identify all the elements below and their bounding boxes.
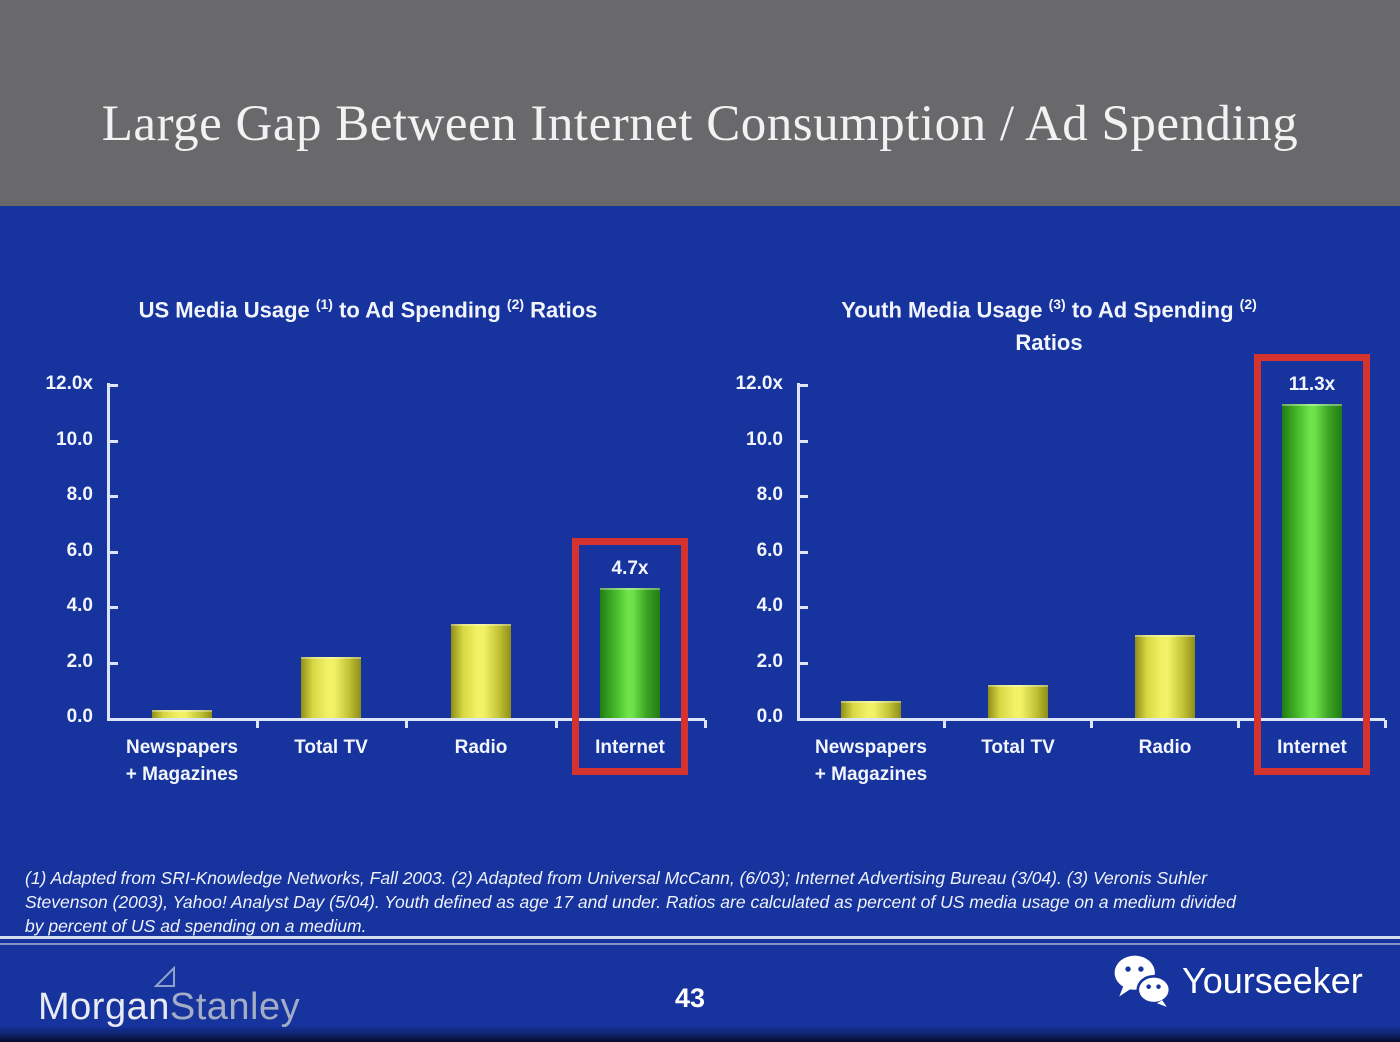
- y-axis-tick: [110, 495, 118, 498]
- y-axis-label: 10.0: [56, 429, 93, 450]
- category-label: Internet: [595, 737, 665, 758]
- morgan-stanley-logo: MorganStanley: [38, 966, 301, 1029]
- y-axis-tick: [110, 606, 118, 609]
- x-axis-line: [797, 718, 1385, 721]
- category-label: Radio: [454, 737, 508, 758]
- morgan-stanley-wedge-icon: [154, 966, 175, 987]
- x-axis-tick: [704, 720, 707, 728]
- y-axis-tick: [110, 662, 118, 665]
- header-band: Large Gap Between Internet Consumption /…: [0, 0, 1400, 206]
- footnote-line: by percent of US ad spending on a medium…: [25, 916, 367, 936]
- x-axis-tick: [1090, 720, 1093, 728]
- chart-title-text: US Media Usage: [138, 297, 316, 323]
- y-axis-label: 2.0: [756, 651, 783, 672]
- bar-radio: [451, 624, 511, 718]
- morgan-text: Morgan: [38, 986, 170, 1028]
- footnote-line: Stevenson (2003), Yahoo! Analyst Day (5/…: [25, 892, 1236, 912]
- chart-title: US Media Usage (1) to Ad Spending (2) Ra…: [38, 296, 698, 323]
- chart-title-superscript: (2): [1239, 296, 1257, 312]
- x-axis-tick: [256, 720, 259, 728]
- x-axis-tick: [555, 720, 558, 728]
- category-label: + Magazines: [814, 764, 928, 785]
- y-axis-tick: [800, 551, 808, 554]
- chart-title-text: Youth Media Usage: [841, 297, 1049, 323]
- y-axis-label: 0.0: [756, 706, 783, 727]
- y-axis-label: 8.0: [756, 484, 783, 505]
- x-axis-tick: [1384, 720, 1387, 728]
- page-number: 43: [674, 983, 706, 1013]
- bottom-edge: [0, 1026, 1400, 1042]
- y-axis-line: [107, 383, 110, 718]
- chart-title: Youth Media Usage (3) to Ad Spending (2): [719, 296, 1379, 323]
- highlight-box: [572, 538, 688, 775]
- bar-data-label: 4.7x: [611, 558, 649, 579]
- y-axis-label: 0.0: [66, 706, 93, 727]
- bar-newspapers-magazines: [152, 710, 212, 718]
- chart-title-line2: Ratios: [1015, 330, 1083, 355]
- footnote-line: (1) Adapted from SRI-Knowledge Networks,…: [25, 868, 1208, 888]
- x-axis-line: [107, 718, 705, 721]
- y-axis-tick: [110, 384, 118, 387]
- wechat-icon: [1114, 955, 1172, 1007]
- category-label: Newspapers: [126, 737, 238, 758]
- y-axis-tick: [800, 495, 808, 498]
- bar-total-tv: [988, 685, 1048, 718]
- y-axis-label: 4.0: [66, 595, 93, 616]
- chart-title-text: to Ad Spending: [332, 297, 507, 323]
- bar-internet: [600, 588, 660, 718]
- category-label: + Magazines: [125, 764, 239, 785]
- y-axis-label: 12.0x: [735, 373, 783, 394]
- bar-radio: [1135, 635, 1195, 718]
- y-axis-tick: [800, 606, 808, 609]
- y-axis-tick: [110, 440, 118, 443]
- y-axis-label: 6.0: [756, 540, 783, 561]
- stanley-text: Stanley: [169, 986, 301, 1028]
- category-label: Newspapers: [815, 737, 927, 758]
- x-axis-tick: [943, 720, 946, 728]
- y-axis-tick: [110, 551, 118, 554]
- highlight-box: [1254, 354, 1370, 775]
- chart-title-text: to Ad Spending: [1065, 297, 1240, 323]
- y-axis-line: [797, 383, 800, 718]
- y-axis-label: 2.0: [66, 651, 93, 672]
- category-label: Total TV: [981, 737, 1055, 758]
- footer-separator-bottom: [0, 943, 1400, 945]
- yourseeker-text: Yourseeker: [1182, 960, 1363, 1001]
- bar-total-tv: [301, 657, 361, 718]
- y-axis-label: 6.0: [66, 540, 93, 561]
- x-axis-tick: [405, 720, 408, 728]
- slide-title: Large Gap Between Internet Consumption /…: [101, 96, 1299, 152]
- y-axis-tick: [800, 662, 808, 665]
- footnote: (1) Adapted from SRI-Knowledge Networks,…: [25, 866, 1385, 938]
- bar-data-label: 11.3x: [1288, 374, 1336, 395]
- category-label: Total TV: [294, 737, 368, 758]
- x-axis-tick: [1237, 720, 1240, 728]
- chart-title-superscript: (2): [506, 296, 525, 312]
- category-label: Radio: [1138, 737, 1192, 758]
- y-axis-label: 4.0: [756, 595, 783, 616]
- chart-title-superscript: (1): [315, 296, 333, 312]
- bar-newspapers-magazines: [841, 701, 901, 718]
- footer-separator-top: [0, 936, 1400, 939]
- bar-internet: [1282, 404, 1342, 718]
- chart-title-superscript: (3): [1048, 296, 1066, 312]
- y-axis-label: 10.0: [746, 429, 783, 450]
- y-axis-label: 8.0: [66, 484, 93, 505]
- chart-title-text: Ratios: [524, 297, 598, 323]
- y-axis-label: 12.0x: [45, 373, 93, 394]
- y-axis-tick: [800, 440, 808, 443]
- category-label: Internet: [1277, 737, 1347, 758]
- y-axis-tick: [800, 384, 808, 387]
